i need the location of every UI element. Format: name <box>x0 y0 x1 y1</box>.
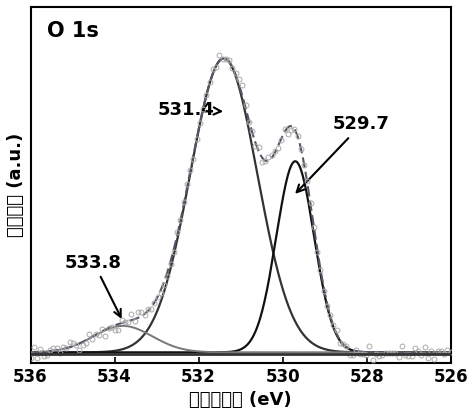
Text: 531.4: 531.4 <box>158 101 221 119</box>
Text: 533.8: 533.8 <box>65 253 122 317</box>
Y-axis label: 衍射强度 (a.u.): 衍射强度 (a.u.) <box>7 133 25 237</box>
Text: 529.7: 529.7 <box>297 115 390 192</box>
Text: O 1s: O 1s <box>48 21 99 41</box>
X-axis label: 电子结合能 (eV): 电子结合能 (eV) <box>190 391 292 409</box>
